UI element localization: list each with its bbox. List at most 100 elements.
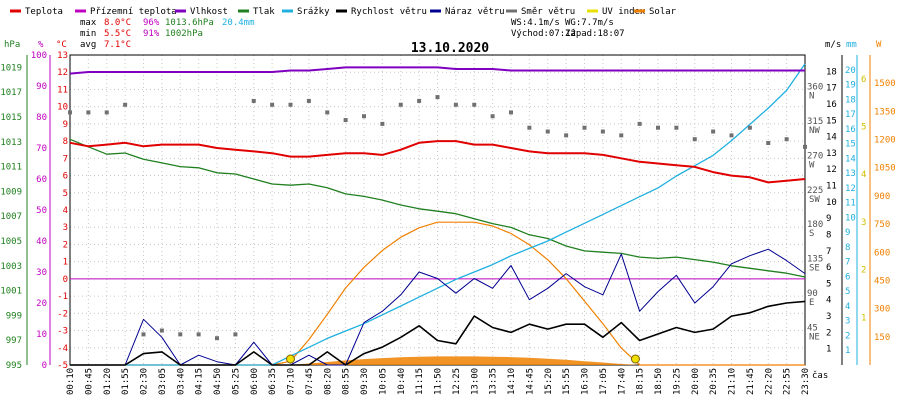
- x-tick-19: 11:15: [415, 368, 425, 395]
- x-tick-14: 08:20: [323, 368, 333, 395]
- x-tick-4: 02:30: [140, 368, 150, 395]
- axis-label-ms: m/s: [825, 40, 841, 50]
- x-tick-6: 03:40: [176, 368, 186, 395]
- stat-sunset: Západ:18:07: [565, 29, 625, 39]
- ms-tick-14: 4: [826, 296, 831, 306]
- ms-tick-7: 11: [826, 182, 837, 192]
- legend-label-4: Srážky: [297, 7, 330, 17]
- x-tick-10: 06:00: [250, 368, 260, 395]
- dir-tick-5: 135: [807, 255, 823, 265]
- legend-label-8: UV index: [602, 7, 646, 17]
- hpa-tick-11: 997: [6, 336, 22, 346]
- degc-tick-1: 12: [57, 68, 68, 78]
- x-tick-34: 20:00: [691, 368, 701, 395]
- degc-tick-11: 2: [63, 240, 68, 250]
- ms-tick-17: 1: [826, 345, 831, 355]
- dir-letter-2: W: [809, 160, 815, 170]
- ms-tick-9: 9: [826, 214, 831, 224]
- stats-panel: max 8.0°C 96% 1013.6hPa 20.4mm min 5.5°C…: [80, 18, 625, 50]
- wind-dir-point-20: [435, 95, 440, 100]
- wind-dir-point-35: [711, 129, 716, 134]
- stat-max-hum: 96%: [143, 18, 160, 28]
- dir-letter-4: S: [809, 229, 814, 239]
- ms-tick-2: 16: [826, 100, 837, 110]
- pct-tick-4: 60: [36, 175, 47, 185]
- dir-letter-3: SW: [809, 195, 820, 205]
- axis-label-mm: mm: [846, 40, 857, 50]
- wind-dir-point-30: [619, 133, 624, 138]
- ms-tick-13: 5: [826, 279, 831, 289]
- wind-dir-point-17: [380, 121, 385, 126]
- x-tick-39: 22:55: [783, 368, 793, 395]
- mm-tick-5: 15: [845, 140, 856, 150]
- ms-tick-15: 3: [826, 312, 831, 322]
- x-tick-3: 01:55: [121, 368, 131, 395]
- mm-tick-10: 10: [845, 213, 856, 223]
- uv-tick-5: 1: [861, 313, 866, 323]
- w-tick-8: 300: [874, 305, 890, 315]
- pct-tick-7: 30: [36, 268, 47, 278]
- ms-tick-10: 8: [826, 230, 831, 240]
- uv-tick-0: 6: [861, 75, 866, 85]
- wind-dir-point-21: [453, 102, 458, 107]
- pct-tick-2: 80: [36, 113, 47, 123]
- stat-max-press: 1013.6hPa: [165, 18, 214, 28]
- x-tick-9: 05:25: [231, 368, 241, 395]
- axis-label-degc: °C: [56, 40, 67, 50]
- left-axes: hPa1019101710151013101110091007100510031…: [0, 40, 68, 371]
- pct-tick-0: 100: [31, 51, 47, 61]
- degc-tick-18: -5: [57, 361, 68, 371]
- wind-dir-point-8: [215, 336, 219, 341]
- wind-dir-point-37: [747, 125, 752, 130]
- hpa-tick-9: 1001: [0, 287, 22, 297]
- x-tick-15: 08:55: [342, 368, 352, 395]
- wind-dir-point-19: [417, 98, 422, 103]
- legend-label-3: Tlak: [253, 7, 275, 17]
- degc-tick-6: 7: [63, 154, 68, 164]
- wind-dir-point-13: [306, 98, 311, 103]
- pct-tick-1: 90: [36, 82, 47, 92]
- w-tick-2: 1200: [874, 136, 896, 146]
- wind-dir-point-38: [766, 141, 771, 146]
- x-tick-23: 13:35: [489, 368, 499, 395]
- wind-dir-point-27: [564, 133, 569, 138]
- dir-letter-0: N: [809, 91, 814, 101]
- x-tick-18: 10:40: [397, 368, 407, 395]
- chart-title: 13.10.2020: [411, 41, 489, 56]
- uv-tick-3: 3: [861, 218, 866, 228]
- x-tick-22: 13:00: [470, 368, 480, 395]
- w-tick-3: 1050: [874, 164, 896, 174]
- ms-tick-6: 12: [826, 165, 837, 175]
- x-tick-28: 16:30: [581, 368, 591, 395]
- degc-tick-0: 13: [57, 51, 68, 61]
- x-tick-36: 21:10: [728, 368, 738, 395]
- ms-tick-3: 15: [826, 116, 837, 126]
- degc-tick-12: 1: [63, 258, 68, 268]
- ms-tick-4: 14: [826, 133, 837, 143]
- degc-tick-16: -3: [57, 327, 68, 337]
- x-tick-29: 17:05: [599, 368, 609, 395]
- x-tick-0: 00:10: [66, 368, 76, 395]
- mm-tick-6: 14: [845, 154, 856, 164]
- dir-tick-3: 225: [807, 186, 823, 196]
- wind-dir-point-16: [362, 114, 366, 119]
- stat-min-press: 1002hPa: [165, 29, 203, 39]
- hpa-tick-10: 999: [6, 311, 22, 321]
- wind-dir-point-1: [86, 110, 91, 115]
- dir-tick-6: 90: [807, 289, 818, 299]
- degc-tick-4: 9: [63, 120, 68, 130]
- stat-min-hum: 91%: [143, 29, 160, 39]
- x-tick-12: 07:10: [287, 368, 297, 395]
- dir-letter-1: NW: [809, 126, 820, 136]
- stat-max-label: max: [80, 18, 97, 28]
- dir-tick-0: 360: [807, 82, 823, 92]
- wind-dir-point-34: [692, 137, 697, 142]
- uv-marker-1: [630, 354, 640, 364]
- wind-dir-point-40: [803, 144, 807, 149]
- hpa-tick-7: 1005: [0, 237, 22, 247]
- wind-dir-point-5: [159, 328, 164, 333]
- x-tick-16: 09:30: [360, 368, 370, 395]
- ms-tick-8: 10: [826, 198, 837, 208]
- legend-label-9: Solar: [649, 7, 677, 17]
